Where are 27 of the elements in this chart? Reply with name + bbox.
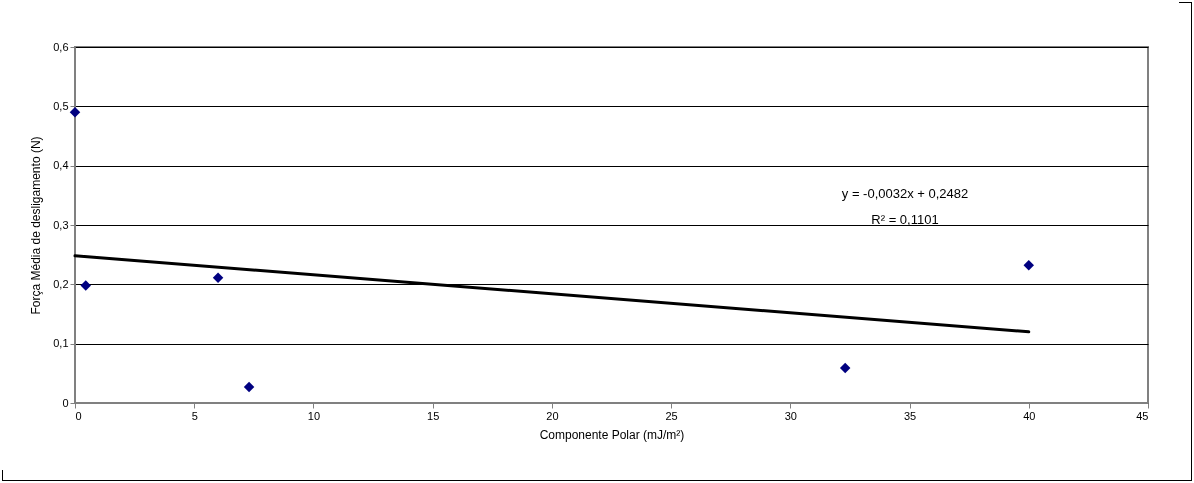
point (839, 362, 851, 374)
x-tick-label: 5 (191, 409, 198, 422)
y-tick-label: 0 (62, 396, 69, 409)
point (80, 280, 91, 291)
y-tick-label: 0,1 (53, 337, 69, 350)
x-tick-label: 0 (75, 409, 82, 422)
x-axis-title: Componente Polar (mJ/m²) (539, 427, 685, 442)
annotation: R² = 0,1101 (871, 212, 939, 227)
x-tick-label: 15 (427, 409, 440, 422)
x-tick-label: 30 (784, 409, 797, 422)
annotation: y = -0,0032x + 0,2482 (841, 186, 969, 201)
x-tick-label: 45 (1136, 409, 1149, 422)
y-tick-label: 0,2 (53, 277, 69, 290)
y-tick-label: 0,6 (53, 40, 69, 53)
x-tick-label: 10 (307, 409, 321, 422)
point (243, 381, 255, 393)
y-tick-label: 0,3 (53, 218, 69, 231)
y-tick-label: 0,4 (53, 159, 69, 172)
point (69, 107, 81, 118)
x-tick-label: 35 (903, 409, 917, 422)
point (1023, 260, 1035, 271)
x-tick-label: 25 (665, 409, 678, 422)
point (212, 272, 224, 284)
x-tick-label: 40 (1023, 409, 1036, 422)
y-axis-title: Força Média de desligamento (N) (29, 136, 44, 315)
x-tick-label: 20 (546, 409, 559, 422)
y-tick-label: 0,5 (53, 99, 69, 112)
